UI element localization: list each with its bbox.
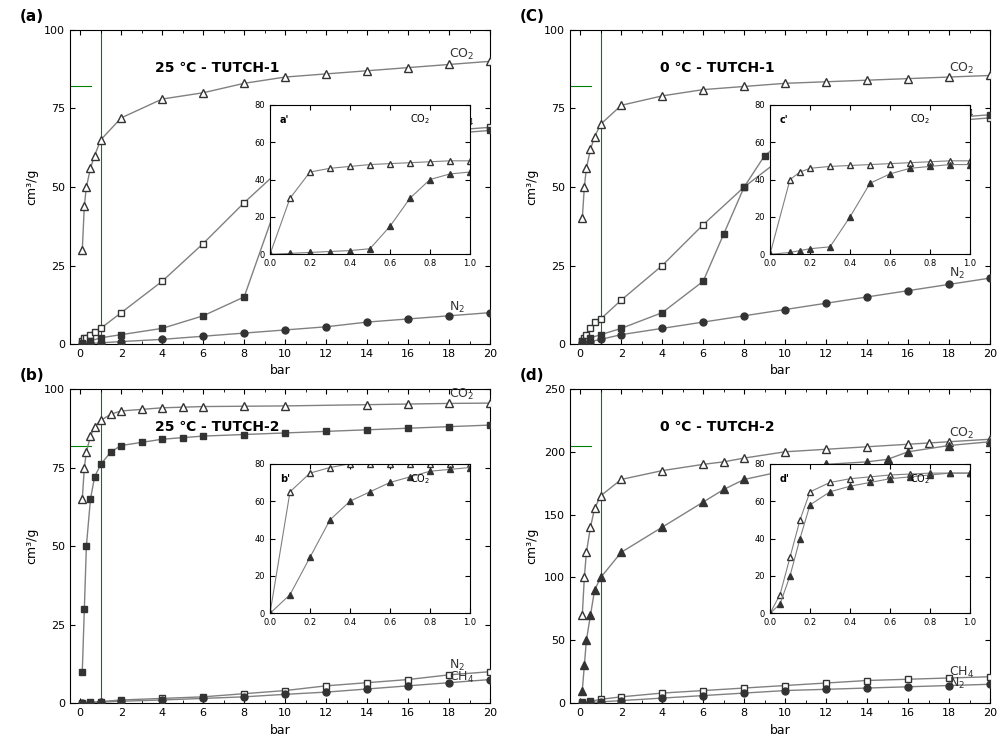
Text: 0 ℃ - TUTCH-1: 0 ℃ - TUTCH-1 <box>660 61 774 75</box>
X-axis label: bar: bar <box>270 723 290 737</box>
Text: CO$_2$: CO$_2$ <box>910 113 930 126</box>
Text: c': c' <box>780 114 789 125</box>
Text: N$_2$: N$_2$ <box>449 300 465 315</box>
Y-axis label: cm³/g: cm³/g <box>526 169 539 205</box>
Text: CO$_2$: CO$_2$ <box>449 47 474 62</box>
Text: CO$_2$: CO$_2$ <box>949 61 974 76</box>
X-axis label: bar: bar <box>770 723 790 737</box>
Text: CH$_4$: CH$_4$ <box>449 113 474 128</box>
Y-axis label: cm³/g: cm³/g <box>525 528 538 564</box>
Text: CO$_2$: CO$_2$ <box>410 113 430 126</box>
Text: CO$_2$: CO$_2$ <box>410 472 430 485</box>
Text: N$_2$: N$_2$ <box>949 675 965 691</box>
Y-axis label: cm³/g: cm³/g <box>26 528 39 564</box>
Text: CH$_4$: CH$_4$ <box>949 664 974 680</box>
Text: (a): (a) <box>20 9 44 24</box>
Y-axis label: cm³/g: cm³/g <box>26 169 39 205</box>
Text: CO$_2$: CO$_2$ <box>449 387 474 402</box>
Text: N$_2$: N$_2$ <box>449 657 465 672</box>
Text: (d): (d) <box>520 368 544 383</box>
Text: (b): (b) <box>20 368 44 383</box>
Text: (C): (C) <box>520 9 544 24</box>
Text: 0 ℃ - TUTCH-2: 0 ℃ - TUTCH-2 <box>660 420 774 434</box>
Text: a': a' <box>280 114 289 125</box>
Text: CO$_2$: CO$_2$ <box>949 426 974 441</box>
Text: CO$_2$: CO$_2$ <box>910 472 930 485</box>
Text: N$_2$: N$_2$ <box>949 266 965 280</box>
Text: b': b' <box>280 473 290 484</box>
Text: CH$_4$: CH$_4$ <box>949 104 974 119</box>
Text: d': d' <box>780 473 790 484</box>
X-axis label: bar: bar <box>270 364 290 378</box>
Text: 25 ℃ - TUTCH-2: 25 ℃ - TUTCH-2 <box>155 420 279 434</box>
X-axis label: bar: bar <box>770 364 790 378</box>
Text: CH$_4$: CH$_4$ <box>449 670 474 685</box>
Text: 25 ℃ - TUTCH-1: 25 ℃ - TUTCH-1 <box>155 61 279 75</box>
